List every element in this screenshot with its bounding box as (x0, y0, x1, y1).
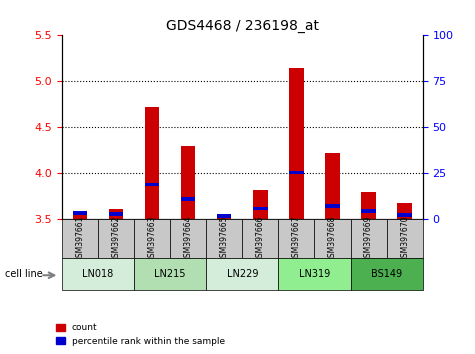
Bar (398, 213, 412, 217)
Bar (253, 190, 267, 219)
Bar (73, 211, 87, 215)
Title: GDS4468 / 236198_at: GDS4468 / 236198_at (166, 19, 319, 33)
Bar (217, 218, 231, 219)
Bar (145, 107, 159, 219)
Text: GSM397668: GSM397668 (328, 216, 337, 262)
Text: BS149: BS149 (371, 269, 402, 279)
Bar (134, 219, 170, 258)
Bar (361, 192, 376, 219)
Bar (314, 219, 351, 258)
Bar (361, 209, 376, 213)
Text: GSM397661: GSM397661 (76, 216, 84, 262)
Bar (253, 207, 267, 210)
Text: GSM397669: GSM397669 (364, 216, 373, 262)
Bar (62, 219, 98, 258)
Bar (325, 153, 340, 219)
Bar (206, 219, 242, 258)
Bar (351, 219, 387, 258)
Text: cell line: cell line (5, 269, 42, 279)
Bar (170, 219, 206, 258)
Bar (278, 258, 351, 290)
Bar (109, 212, 123, 216)
Bar (206, 258, 278, 290)
Text: GSM397665: GSM397665 (220, 216, 228, 262)
Bar (62, 258, 134, 290)
Text: GSM397667: GSM397667 (292, 216, 301, 262)
Bar (217, 214, 231, 218)
Bar (325, 204, 340, 207)
Bar (109, 209, 123, 219)
Bar (134, 258, 206, 290)
Bar (242, 219, 278, 258)
Bar (289, 68, 304, 219)
Bar (181, 146, 195, 219)
Bar (181, 198, 195, 201)
Text: LN018: LN018 (82, 269, 114, 279)
Text: LN229: LN229 (227, 269, 258, 279)
Bar (398, 203, 412, 219)
Bar (278, 219, 314, 258)
Text: GSM397664: GSM397664 (184, 216, 192, 262)
Text: GSM397663: GSM397663 (148, 216, 156, 262)
Bar (351, 258, 423, 290)
Text: GSM397670: GSM397670 (400, 216, 409, 262)
Bar (145, 183, 159, 186)
Bar (387, 219, 423, 258)
Bar (98, 219, 134, 258)
Text: GSM397666: GSM397666 (256, 216, 265, 262)
Legend: count, percentile rank within the sample: count, percentile rank within the sample (52, 320, 228, 349)
Bar (289, 171, 304, 175)
Bar (73, 215, 87, 219)
Text: LN215: LN215 (154, 269, 186, 279)
Text: GSM397662: GSM397662 (112, 216, 120, 262)
Text: LN319: LN319 (299, 269, 330, 279)
